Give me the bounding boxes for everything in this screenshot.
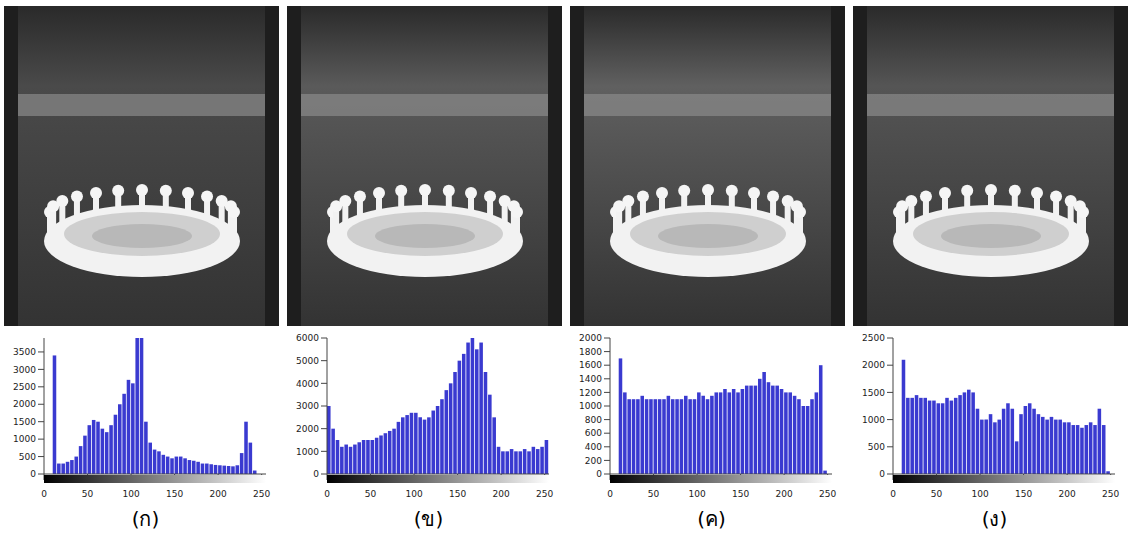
svg-text:100: 100 <box>971 489 988 499</box>
svg-text:3000: 3000 <box>296 401 319 411</box>
html-text:(ก): (ก) <box>131 507 160 531</box>
svg-text:2000: 2000 <box>862 360 885 370</box>
svg-text:150: 150 <box>166 489 183 499</box>
svg-text:0: 0 <box>30 469 36 479</box>
svg-text:1600: 1600 <box>579 360 602 370</box>
svg-text:2000: 2000 <box>296 424 319 434</box>
svg-text:150: 150 <box>449 489 466 499</box>
svg-text:200: 200 <box>585 456 602 466</box>
svg-text:1500: 1500 <box>13 417 36 427</box>
svg-text:200: 200 <box>493 489 510 499</box>
svg-text:1000: 1000 <box>862 415 885 425</box>
svg-text:1000: 1000 <box>579 401 602 411</box>
svg-text:800: 800 <box>585 415 602 425</box>
svg-text:0: 0 <box>324 489 330 499</box>
svg-text:1400: 1400 <box>579 374 602 384</box>
svg-text:250: 250 <box>536 489 553 499</box>
svg-text:2500: 2500 <box>862 333 885 343</box>
svg-text:400: 400 <box>585 442 602 452</box>
svg-text:50: 50 <box>931 489 943 499</box>
svg-text:1000: 1000 <box>13 434 36 444</box>
svg-text:150: 150 <box>1015 489 1032 499</box>
svg-text:250: 250 <box>1102 489 1119 499</box>
svg-text:200: 200 <box>776 489 793 499</box>
svg-text:100: 100 <box>405 489 422 499</box>
svg-text:2000: 2000 <box>13 399 36 409</box>
svg-text:2000: 2000 <box>579 333 602 343</box>
svg-text:500: 500 <box>868 442 885 452</box>
svg-text:3000: 3000 <box>13 365 36 375</box>
svg-text:0: 0 <box>41 489 47 499</box>
svg-text:100: 100 <box>122 489 139 499</box>
svg-text:0: 0 <box>879 469 885 479</box>
svg-text:200: 200 <box>1059 489 1076 499</box>
svg-text:6000: 6000 <box>296 333 319 343</box>
svg-text:200: 200 <box>210 489 227 499</box>
svg-text:250: 250 <box>819 489 836 499</box>
svg-text:250: 250 <box>253 489 270 499</box>
html-text:(ข): (ข) <box>413 507 444 531</box>
svg-text:2500: 2500 <box>13 382 36 392</box>
svg-text:0: 0 <box>313 469 319 479</box>
svg-text:100: 100 <box>688 489 705 499</box>
svg-text:1800: 1800 <box>579 347 602 357</box>
svg-text:0: 0 <box>596 469 602 479</box>
svg-text:500: 500 <box>19 452 36 462</box>
svg-text:5000: 5000 <box>296 356 319 366</box>
svg-text:1000: 1000 <box>296 447 319 457</box>
svg-text:600: 600 <box>585 428 602 438</box>
svg-text:50: 50 <box>82 489 94 499</box>
svg-text:1200: 1200 <box>579 388 602 398</box>
svg-text:150: 150 <box>732 489 749 499</box>
svg-text:3500: 3500 <box>13 347 36 357</box>
svg-text:50: 50 <box>365 489 377 499</box>
svg-text:0: 0 <box>890 489 896 499</box>
svg-text:4000: 4000 <box>296 379 319 389</box>
html-text:(ง): (ง) <box>981 507 1008 531</box>
svg-text:0: 0 <box>607 489 613 499</box>
svg-text:1500: 1500 <box>862 388 885 398</box>
html-text:(ค): (ค) <box>697 507 726 531</box>
svg-text:50: 50 <box>648 489 660 499</box>
